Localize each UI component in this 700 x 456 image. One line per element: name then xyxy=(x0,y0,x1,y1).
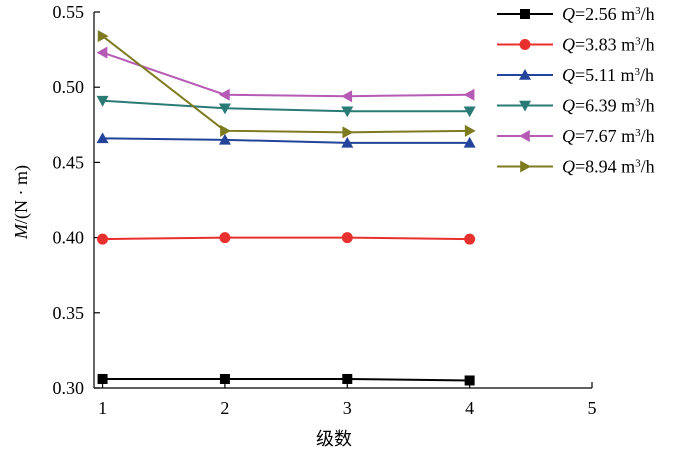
series-1 xyxy=(97,373,475,386)
data-point xyxy=(97,233,109,245)
series-line xyxy=(101,35,470,134)
data-point xyxy=(341,136,354,148)
x-tick-label: 2 xyxy=(220,398,229,418)
legend-item-2: Q=3.83 m3/h xyxy=(497,35,655,55)
legend-label-variable: Q xyxy=(562,65,575,85)
data-point xyxy=(341,90,353,103)
legend-marker xyxy=(519,100,531,112)
data-point xyxy=(463,88,475,101)
legend-label-value: =3.83 m xyxy=(575,35,635,55)
legend-label-value: =7.67 m xyxy=(575,126,635,146)
x-tick-label: 4 xyxy=(465,398,474,418)
series-line xyxy=(102,99,470,113)
y-axis-title-unit: /(N · m) xyxy=(11,165,32,224)
legend-label-value: =8.94 m xyxy=(575,157,635,177)
data-point xyxy=(341,106,354,118)
legend-item-6: Q=8.94 m3/h xyxy=(497,157,655,177)
data-point xyxy=(218,103,231,115)
data-point xyxy=(97,30,109,43)
legend-label: Q=7.67 m3/h xyxy=(562,126,655,146)
legend-label-variable: Q xyxy=(562,126,575,146)
data-point xyxy=(97,373,108,384)
legend-label-variable: Q xyxy=(562,35,575,55)
legend-label-sup: 3 xyxy=(635,5,641,17)
data-point xyxy=(96,46,108,59)
y-tick-label: 0.35 xyxy=(53,303,85,323)
legend-item-1: Q=2.56 m3/h xyxy=(497,4,655,24)
legend-label: Q=2.56 m3/h xyxy=(562,4,655,24)
data-point xyxy=(464,124,476,137)
legend-label-sup: 3 xyxy=(635,158,641,170)
legend-label-unit: /h xyxy=(641,4,655,24)
series-line xyxy=(102,137,470,144)
legend-label-value: =2.56 m xyxy=(575,4,635,24)
legend-label-unit: /h xyxy=(641,157,655,177)
data-point xyxy=(464,233,476,245)
series-line xyxy=(102,236,470,241)
legend-label-sup: 3 xyxy=(635,127,641,139)
y-axis-title-variable: M xyxy=(11,223,31,240)
series-group xyxy=(96,30,476,386)
data-point xyxy=(463,106,476,118)
series-line xyxy=(102,51,470,98)
legend-marker xyxy=(519,130,530,142)
legend-label: Q=8.94 m3/h xyxy=(562,157,655,177)
legend-label-sup: 3 xyxy=(635,97,641,109)
data-point xyxy=(341,232,353,244)
series-6 xyxy=(97,30,476,139)
series-4 xyxy=(96,95,476,118)
legend-label-unit: /h xyxy=(641,126,655,146)
x-tick-label: 1 xyxy=(98,398,107,418)
data-point xyxy=(342,373,353,384)
series-3 xyxy=(96,132,476,148)
legend-label: Q=6.39 m3/h xyxy=(562,96,655,116)
legend-item-3: Q=5.11 m3/h xyxy=(497,65,654,85)
data-point xyxy=(342,126,354,139)
x-axis-title: 级数 xyxy=(316,429,352,449)
legend-label-value: =6.39 m xyxy=(575,96,635,116)
legend-label: Q=5.11 m3/h xyxy=(562,65,654,85)
data-point xyxy=(218,133,231,145)
y-axis-title: M/(N · m) xyxy=(11,165,32,240)
data-point xyxy=(463,136,476,148)
legend-item-5: Q=7.67 m3/h xyxy=(497,126,655,146)
data-point xyxy=(96,95,109,107)
legend-label-unit: /h xyxy=(641,96,655,116)
x-tick-label: 5 xyxy=(588,398,597,418)
legend: Q=2.56 m3/hQ=3.83 m3/hQ=5.11 m3/hQ=6.39 … xyxy=(497,4,655,177)
legend-label-sup: 3 xyxy=(634,66,640,78)
legend-marker xyxy=(519,69,531,80)
data-point xyxy=(96,132,109,144)
y-tick-label: 0.30 xyxy=(53,378,85,398)
legend-label-unit: /h xyxy=(640,65,654,85)
y-tick-label: 0.45 xyxy=(53,152,85,172)
legend-label-unit: /h xyxy=(641,35,655,55)
legend-label-variable: Q xyxy=(562,96,575,116)
x-tick-label: 3 xyxy=(343,398,352,418)
legend-item-4: Q=6.39 m3/h xyxy=(497,96,655,116)
data-point xyxy=(220,124,231,137)
series-5 xyxy=(96,46,475,103)
legend-marker xyxy=(520,160,531,173)
data-point xyxy=(218,88,230,101)
legend-label-variable: Q xyxy=(562,157,575,177)
y-tick-label: 0.40 xyxy=(53,228,85,248)
legend-marker xyxy=(519,39,531,50)
legend-label-value: =5.11 m xyxy=(575,65,634,85)
legend-label-sup: 3 xyxy=(635,36,641,48)
series-line xyxy=(102,377,470,382)
legend-label: Q=3.83 m3/h xyxy=(562,35,655,55)
data-point xyxy=(464,375,475,386)
legend-marker xyxy=(520,9,530,19)
y-tick-label: 0.50 xyxy=(53,77,85,97)
y-tick-label: 0.55 xyxy=(53,2,85,22)
data-point xyxy=(219,373,230,384)
data-point xyxy=(219,232,231,244)
legend-label-variable: Q xyxy=(562,4,575,24)
series-2 xyxy=(97,232,476,245)
